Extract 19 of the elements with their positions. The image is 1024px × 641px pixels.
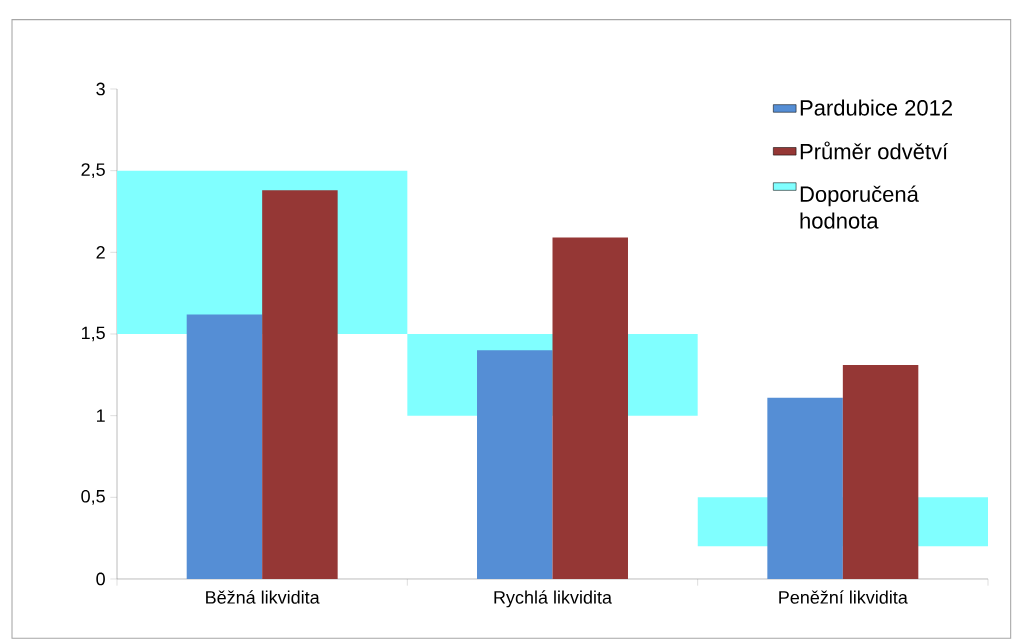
x-tick-label: Peněžní likvidita bbox=[779, 590, 908, 604]
legend-label: Pardubice 2012 bbox=[800, 99, 952, 116]
y-tick-label: 1,5 bbox=[81, 326, 105, 342]
x-tick-label: Rychlá likvidita bbox=[494, 590, 612, 608]
y-tick-label: 0 bbox=[96, 572, 105, 586]
legend-label: Doporučená hodnota bbox=[800, 185, 919, 229]
legend-label: Průměr odvětví bbox=[800, 141, 949, 160]
y-tick-label: 1 bbox=[97, 409, 105, 422]
bar bbox=[262, 190, 338, 579]
bar bbox=[186, 314, 263, 579]
bar bbox=[477, 350, 553, 579]
y-tick-label: 0,5 bbox=[81, 489, 105, 505]
bar bbox=[552, 237, 628, 579]
y-tick-label: 2 bbox=[96, 246, 105, 259]
y-tick-label: 2,5 bbox=[81, 163, 105, 179]
bar bbox=[767, 397, 843, 579]
bar bbox=[842, 365, 919, 579]
x-tick-label: Běžná likvidita bbox=[206, 590, 320, 604]
y-tick-label: 3 bbox=[96, 82, 105, 96]
